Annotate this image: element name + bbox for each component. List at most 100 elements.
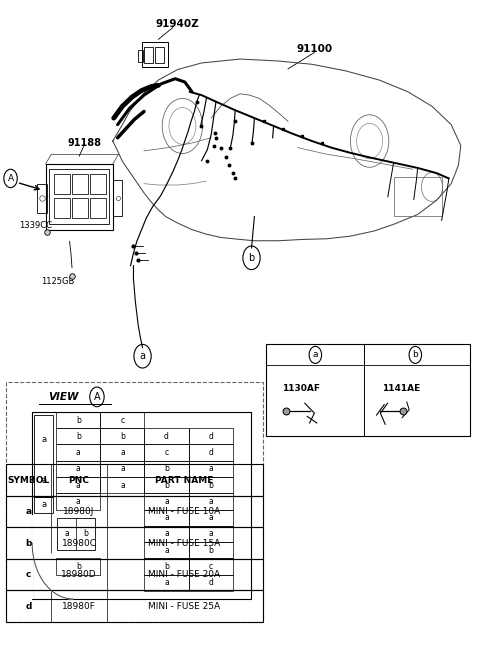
Bar [100,412,144,428]
Bar [189,542,233,558]
Bar [56,493,100,510]
Text: a: a [164,578,169,587]
Bar [144,461,189,477]
Text: MINI - FUSE 25A: MINI - FUSE 25A [148,602,221,611]
Text: MINI - FUSE 10A: MINI - FUSE 10A [148,507,221,516]
Text: a: a [76,481,81,489]
Bar [144,542,189,558]
Text: b: b [120,432,125,441]
Text: d: d [208,432,213,441]
Text: A: A [8,174,13,183]
Bar [54,174,70,194]
Bar [189,461,233,477]
Text: a: a [164,529,169,539]
Text: 91940Z: 91940Z [156,19,200,30]
Bar [6,382,263,622]
Bar [56,445,100,461]
Bar [113,180,122,216]
Text: b: b [25,539,32,548]
Text: a: a [76,497,81,506]
Text: b: b [412,350,418,359]
Text: b: b [248,253,255,263]
Text: b: b [83,529,88,539]
Text: a: a [312,350,318,359]
Text: b: b [208,481,213,489]
Text: a: a [41,500,46,509]
Bar [34,464,53,497]
Text: d: d [164,432,169,441]
Bar [189,477,233,493]
Bar [189,493,233,510]
Bar [144,558,189,575]
Text: a: a [208,513,213,522]
Bar [100,461,144,477]
Text: b: b [208,546,213,555]
Bar [6,464,263,496]
Bar [144,428,189,445]
Text: a: a [120,464,125,474]
Text: a: a [208,464,213,474]
Bar [6,527,263,559]
Bar [142,42,168,67]
Bar [56,428,100,445]
Bar [266,344,470,436]
Bar [144,477,189,493]
Bar [189,510,233,525]
Text: b: b [76,562,81,571]
Text: b: b [164,464,169,474]
Text: 1125GB: 1125GB [41,277,74,286]
Bar [46,164,113,230]
Text: 18980J: 18980J [63,507,95,516]
Text: a: a [164,513,169,522]
Text: 91188: 91188 [67,138,101,148]
Text: c: c [165,448,168,457]
Text: c: c [120,416,124,424]
Bar [189,428,233,445]
Text: b: b [76,416,81,424]
Bar [56,412,100,428]
Text: c: c [26,570,31,579]
Text: 18980C: 18980C [61,539,96,548]
Text: 91100: 91100 [296,44,333,54]
Bar [189,525,233,542]
Bar [144,510,189,525]
Text: d: d [208,578,213,587]
Text: VIEW: VIEW [48,392,79,402]
Bar [37,184,47,213]
Text: a: a [164,546,169,555]
Text: 1130AF: 1130AF [282,384,320,392]
Text: a: a [120,481,125,489]
Text: A: A [94,392,100,402]
Bar [56,461,100,477]
Text: 18980D: 18980D [61,570,97,579]
Text: a: a [41,435,46,444]
Bar [138,50,143,62]
Bar [72,198,88,218]
Text: 1141AE: 1141AE [382,384,420,392]
Text: a: a [140,351,145,361]
Bar [6,559,263,590]
Text: MINI - FUSE 20A: MINI - FUSE 20A [148,570,221,579]
Bar [100,477,144,493]
Text: a: a [208,529,213,539]
Bar [90,174,106,194]
Text: a: a [164,497,169,506]
Bar [49,169,109,224]
Bar [34,497,53,513]
Bar [56,477,100,493]
Bar [144,493,189,510]
Text: b: b [76,432,81,441]
Bar [54,198,70,218]
Bar [72,174,88,194]
Bar [394,177,442,216]
Text: a: a [25,507,32,516]
Text: SYMBOL: SYMBOL [7,476,50,485]
Text: MINI - FUSE 15A: MINI - FUSE 15A [148,539,221,548]
Bar [144,525,189,542]
Bar [144,47,153,63]
Bar [189,575,233,591]
Text: a: a [76,464,81,474]
Text: c: c [209,562,213,571]
Text: PART NAME: PART NAME [156,476,214,485]
Bar [100,428,144,445]
